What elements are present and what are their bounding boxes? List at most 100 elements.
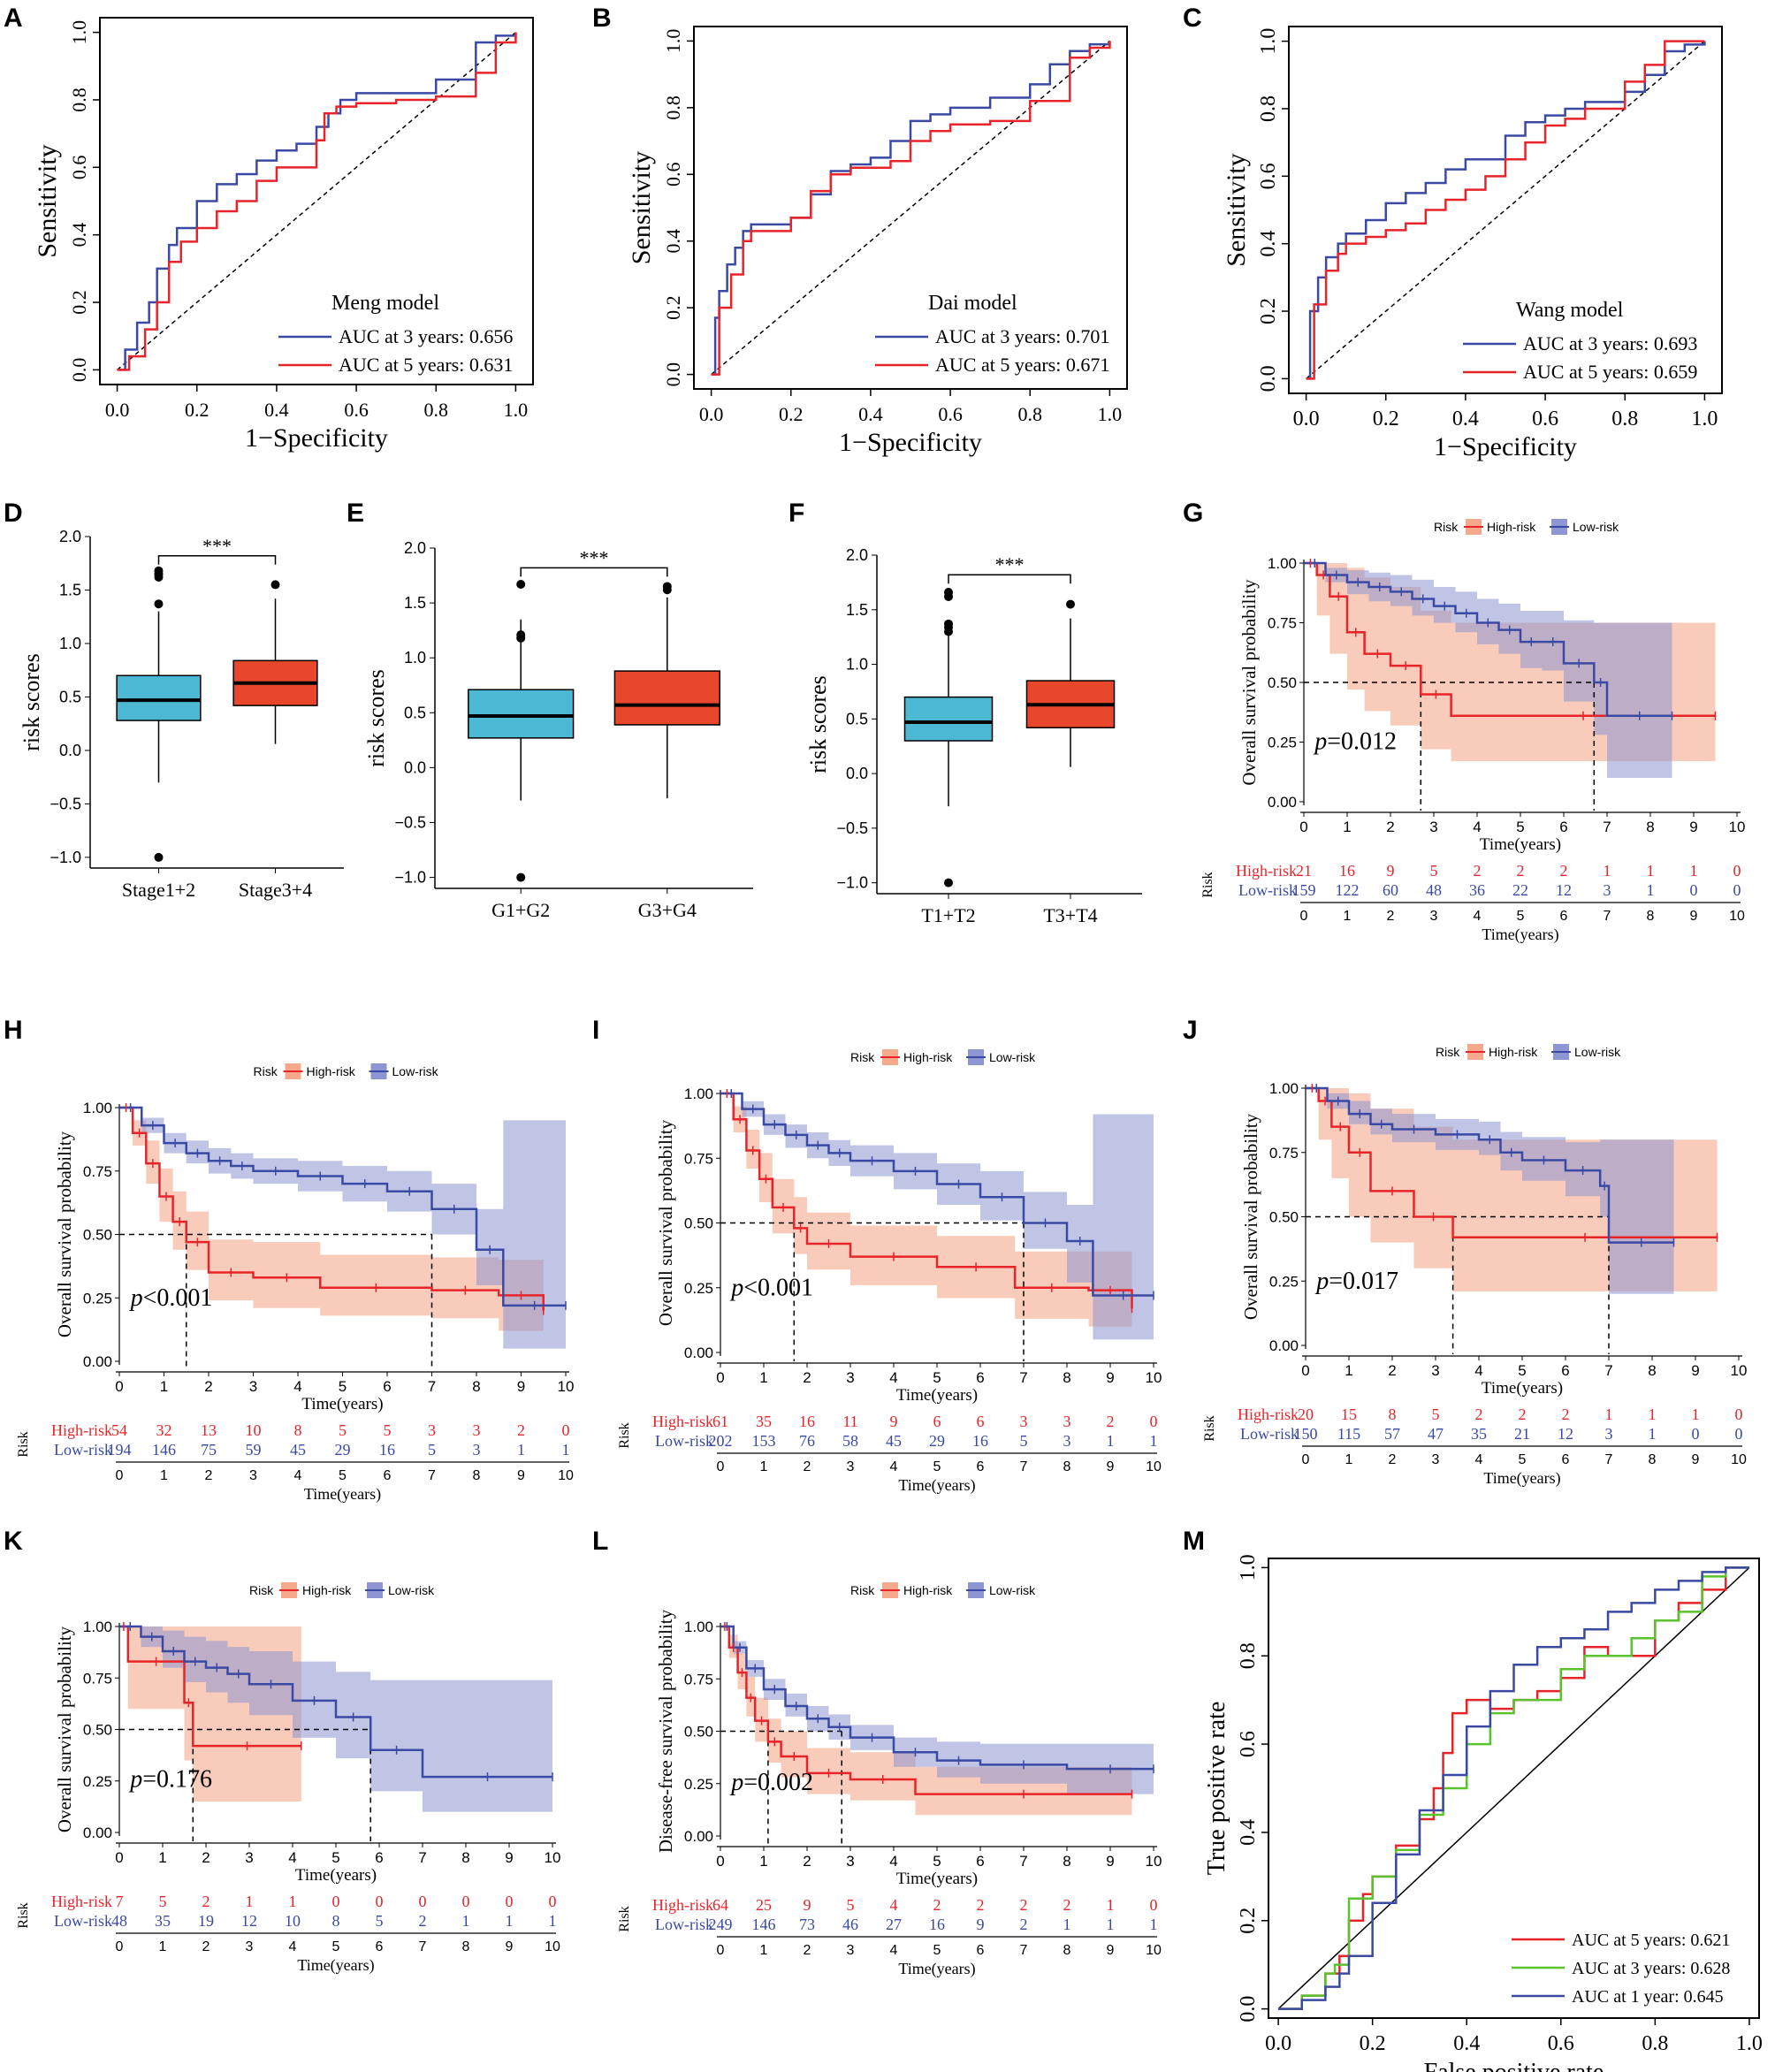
y-tick-label: −0.5 <box>394 813 426 831</box>
risk-table-tick: 7 <box>1605 1452 1613 1467</box>
legend-low-label: Low-risk <box>989 1050 1036 1064</box>
legend-title: Risk <box>1436 1045 1460 1059</box>
risk-count-low: 3 <box>473 1441 481 1459</box>
risk-table-tick: 5 <box>1517 909 1525 924</box>
y-tick-label: 0.6 <box>662 163 684 187</box>
x-tick-label: 10 <box>545 1849 561 1866</box>
x-axis-label: Time(years) <box>301 1395 383 1413</box>
y-tick-label: 0.2 <box>68 290 90 315</box>
x-tick-label: 9 <box>1691 1362 1699 1379</box>
risk-count-low: 1 <box>549 1912 557 1930</box>
x-tick-label: 0.6 <box>344 399 369 421</box>
y-tick-label: 1.00 <box>83 1100 112 1116</box>
legend-low-label: Low-risk <box>1573 520 1619 534</box>
outlier-point <box>944 588 953 598</box>
risk-table-tick: 9 <box>517 1468 525 1483</box>
risk-table-axis-label: Risk <box>16 1902 31 1928</box>
legend-label: AUC at 5 years: 0.621 <box>1572 1931 1730 1950</box>
risk-count-high: 2 <box>1560 862 1568 880</box>
y-tick-label: 0.4 <box>68 223 90 248</box>
x-axis-label: 1−Specificity <box>1434 432 1577 461</box>
y-axis-label: Overall survival probability <box>1240 1113 1261 1320</box>
risk-table-tick: 0 <box>717 1459 725 1474</box>
risk-count-low: 21 <box>1514 1425 1530 1443</box>
significance-bracket <box>157 555 277 565</box>
km-curve-low <box>720 1625 1154 1771</box>
risk-table-tick: 2 <box>205 1468 213 1483</box>
panel-letter-D: D <box>4 499 23 528</box>
risk-table-tick: 1 <box>760 1943 768 1958</box>
legend-label: AUC at 5 years: 0.671 <box>935 354 1109 376</box>
y-tick-label: 1.0 <box>1257 28 1280 55</box>
outlier-point <box>944 619 953 628</box>
y-axis-label: Sensitivity <box>1222 153 1251 266</box>
legend-title: Risk <box>1434 520 1459 534</box>
risk-table-tick: 8 <box>473 1468 481 1483</box>
risk-count-low: 150 <box>1294 1425 1318 1443</box>
risk-table-tick: 10 <box>1731 1452 1747 1467</box>
risk-count-low: 59 <box>246 1441 262 1459</box>
y-tick-label: 1.5 <box>404 594 426 612</box>
x-tick-label: 0.8 <box>423 399 448 421</box>
x-tick-label: 3 <box>245 1849 253 1866</box>
risk-count-low: 202 <box>709 1432 733 1450</box>
model-name: Wang model <box>1516 299 1624 322</box>
risk-table-tick: 3 <box>1432 1452 1440 1467</box>
roc-panel-M: 0.00.0 0.2 0.2 0.4 0.4 0.6 0.6 0.8 0.8 1.0 1.0 Fals… <box>1203 1554 1763 2072</box>
risk-count-high: 1 <box>1605 1405 1613 1423</box>
x-axis-label: 1−Specificity <box>839 428 982 457</box>
p-value: p<0.001 <box>129 1284 213 1312</box>
risk-table-tick: 10 <box>1146 1459 1162 1474</box>
panel-letter-M: M <box>1183 1527 1205 1556</box>
risk-count-high: 2 <box>1020 1896 1028 1914</box>
y-axis-label: True positive rate <box>1203 1702 1230 1876</box>
risk-table-tick: 9 <box>1692 1452 1700 1467</box>
risk-count-high: 8 <box>294 1421 302 1439</box>
y-tick-label: 1.00 <box>1269 1080 1299 1097</box>
x-tick-label: 2 <box>204 1378 212 1395</box>
risk-count-high: 2 <box>933 1896 941 1914</box>
y-axis-label: risk scores <box>363 669 389 766</box>
y-tick-label: 0.8 <box>1257 95 1280 122</box>
risk-table-tick: 9 <box>1107 1943 1115 1958</box>
risk-count-low: 1 <box>1649 1425 1657 1443</box>
risk-count-low: 29 <box>335 1441 351 1459</box>
x-tick-label: 3 <box>1429 819 1437 835</box>
y-tick-label: 0.0 <box>1257 365 1280 392</box>
x-tick-label: 8 <box>1648 1362 1656 1379</box>
x-tick-label: 0.4 <box>1453 2032 1480 2055</box>
p-value: p<0.001 <box>729 1275 813 1302</box>
risk-count-low: 1 <box>1647 881 1655 899</box>
y-tick-label: 0.25 <box>1268 735 1297 751</box>
y-tick-label: 1.0 <box>68 20 90 45</box>
legend-high-label: High-risk <box>1489 1045 1538 1059</box>
x-tick-label: 8 <box>461 1849 469 1866</box>
risk-table-tick: 5 <box>332 1939 340 1954</box>
x-tick-label: 5 <box>339 1378 347 1395</box>
y-axis-label: Overall survival probability <box>655 1119 676 1326</box>
risk-count-high: 1 <box>1604 862 1611 880</box>
risk-count-low: 1 <box>1107 1432 1115 1450</box>
ci-band-high <box>720 1093 1132 1340</box>
risk-table-low-label: Low-risk <box>54 1912 112 1930</box>
y-tick-label: 0.25 <box>83 1773 112 1790</box>
x-tick-label: 1 <box>1343 819 1351 835</box>
risk-table-tick: 5 <box>339 1468 347 1483</box>
x-tick-label: 0.6 <box>938 403 963 425</box>
ci-band-low <box>1306 1088 1674 1294</box>
risk-count-low: 0 <box>1733 881 1741 899</box>
y-tick-label: −1.0 <box>394 869 426 887</box>
ci-band-low <box>119 1108 567 1349</box>
y-axis-label: Sensitivity <box>627 151 656 264</box>
x-tick-label: 6 <box>375 1849 383 1866</box>
x-tick-label: 10 <box>1146 1369 1162 1386</box>
risk-count-high: 5 <box>384 1421 392 1439</box>
risk-count-high: 35 <box>756 1413 772 1430</box>
risk-table-tick: 5 <box>1519 1452 1527 1467</box>
risk-count-high: 15 <box>1341 1405 1357 1423</box>
legend-label: AUC at 3 years: 0.656 <box>339 325 513 347</box>
km-curve-high <box>720 1625 1132 1795</box>
x-tick-label: 1.0 <box>504 399 529 421</box>
panel-letter-E: E <box>347 499 364 528</box>
outlier-point <box>516 872 526 882</box>
